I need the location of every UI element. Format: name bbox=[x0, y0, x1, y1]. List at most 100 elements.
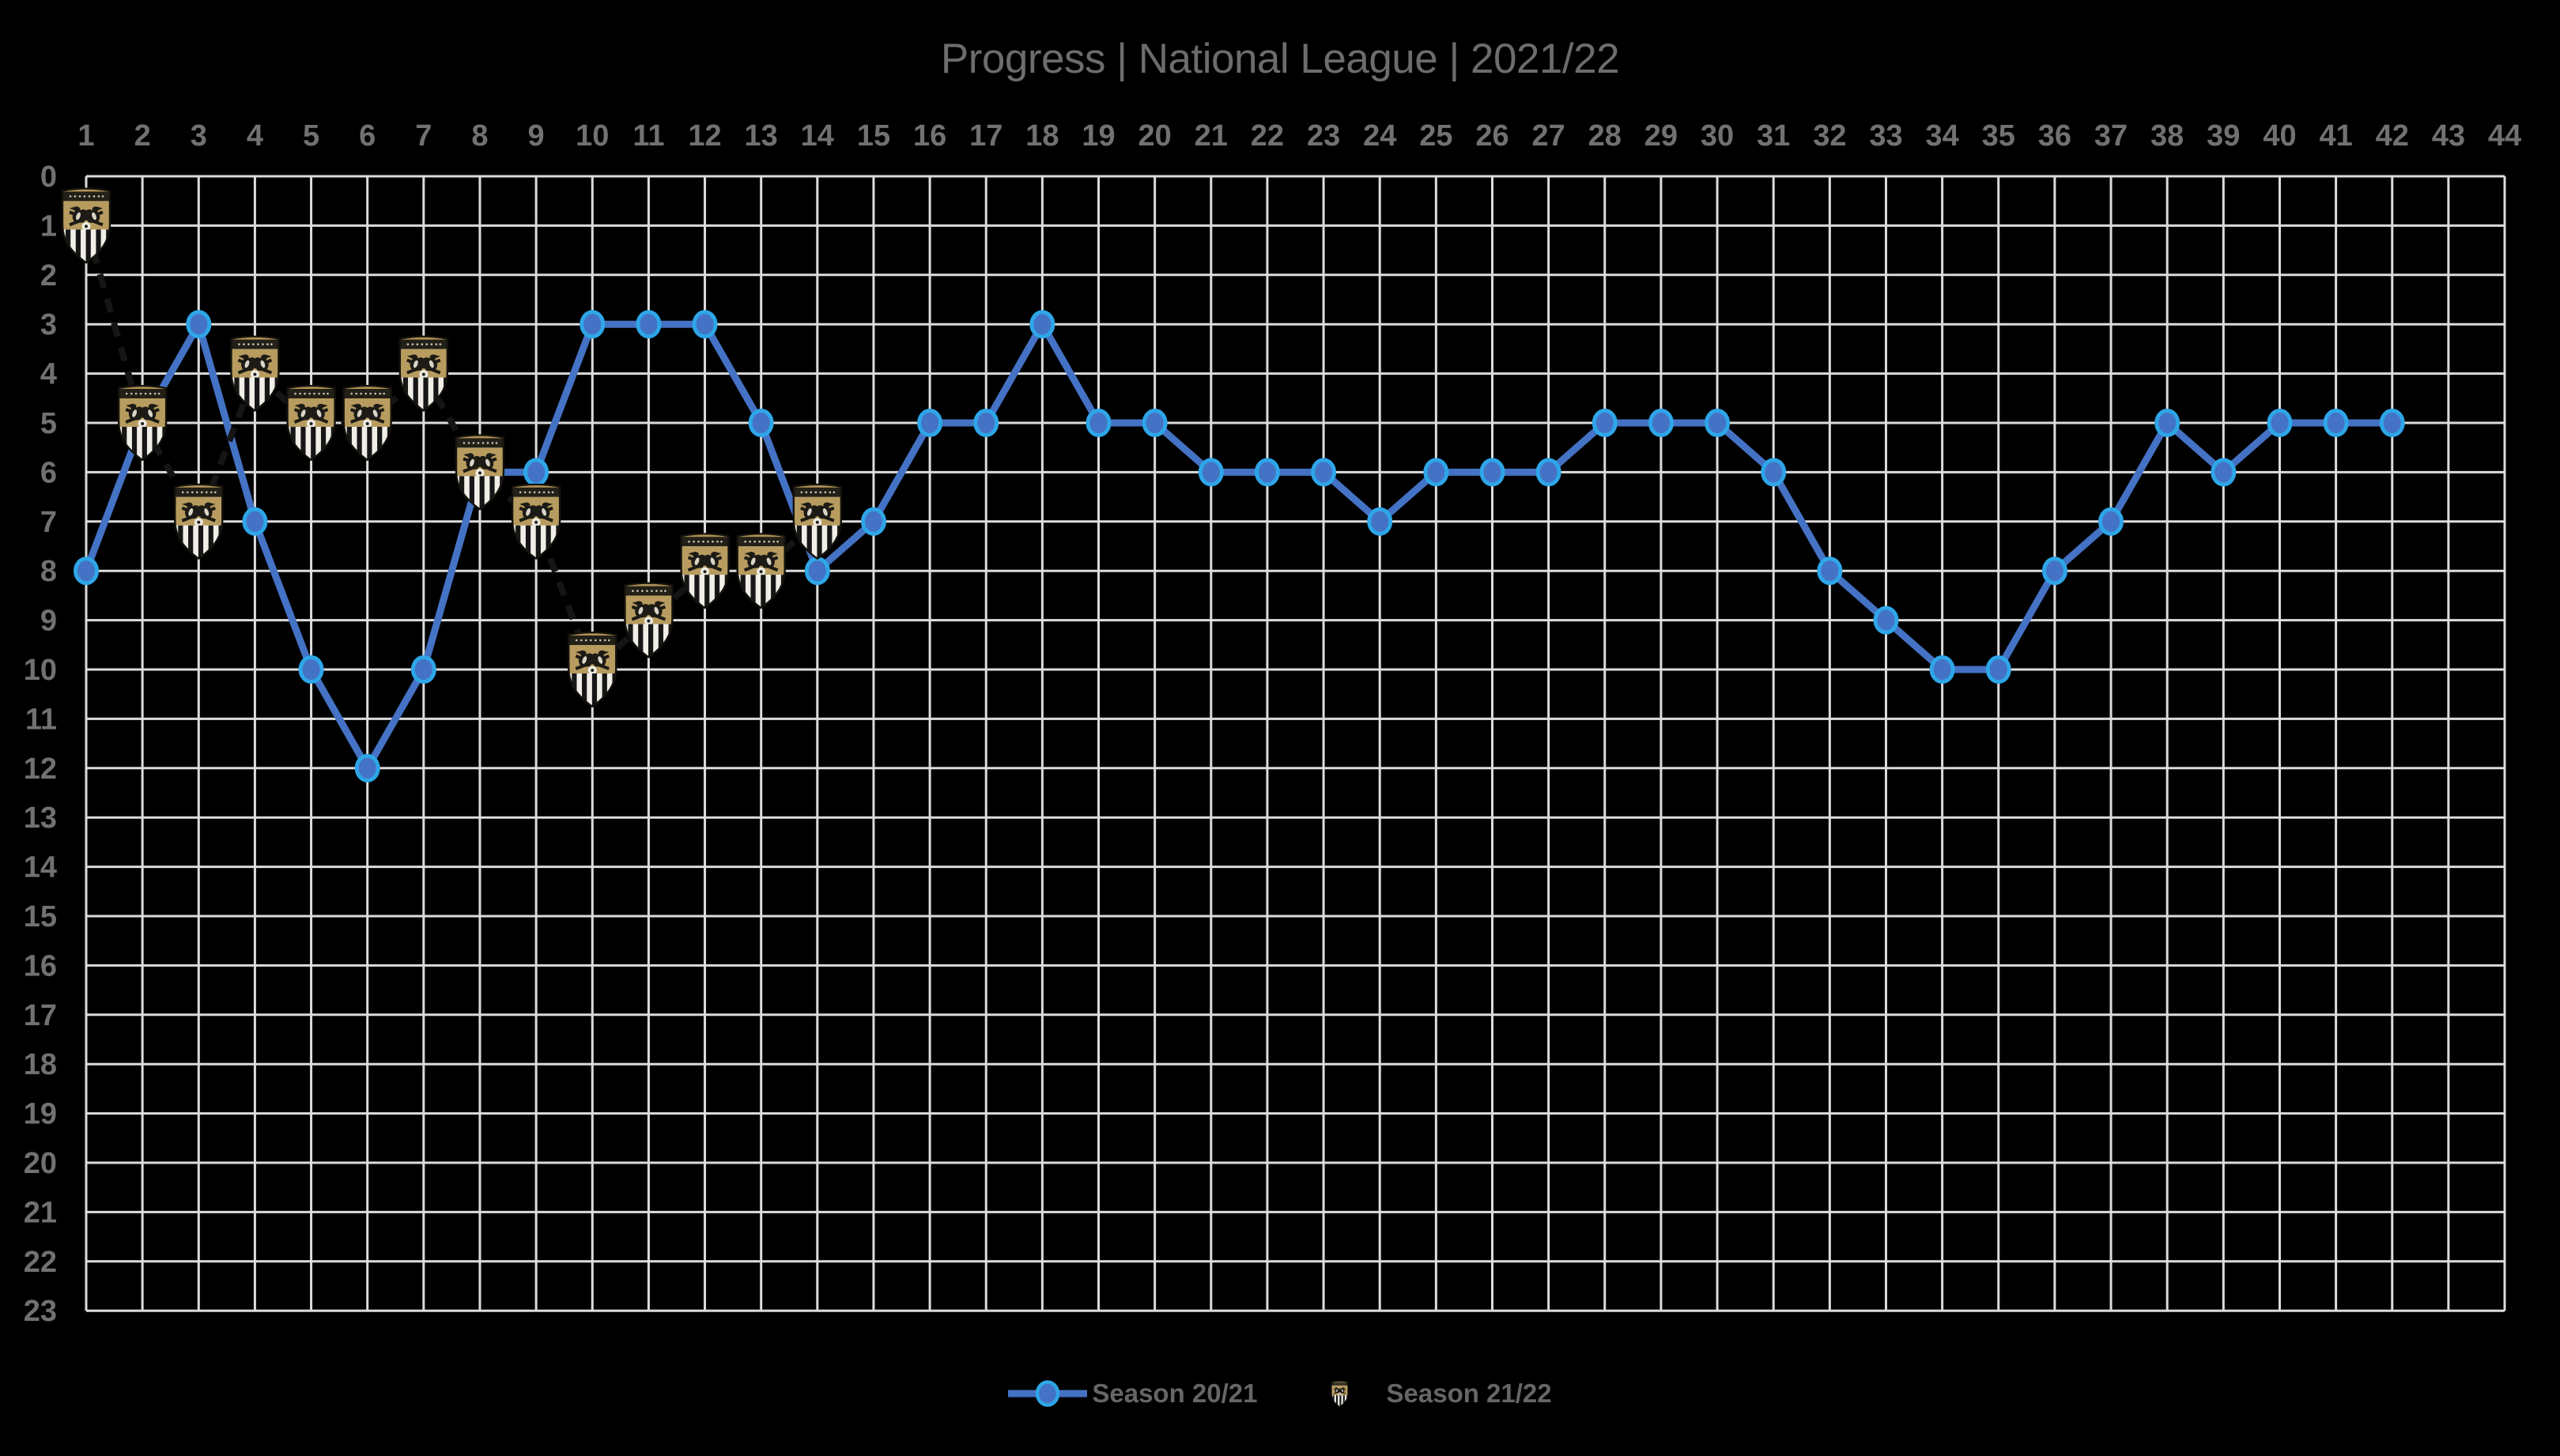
x-tick-label: 12 bbox=[688, 119, 721, 153]
x-tick-label: 44 bbox=[2488, 119, 2521, 153]
data-point-season-20-21 bbox=[410, 655, 436, 684]
y-tick-label: 22 bbox=[24, 1246, 57, 1279]
x-tick-label: 23 bbox=[1307, 119, 1340, 153]
x-tick-label: 27 bbox=[1531, 119, 1565, 153]
x-tick-label: 41 bbox=[2319, 119, 2352, 153]
y-tick-label: 9 bbox=[40, 605, 57, 638]
data-point-season-20-21 bbox=[1198, 458, 1224, 487]
data-point-season-20-21 bbox=[1423, 458, 1449, 487]
x-tick-label: 37 bbox=[2094, 119, 2128, 153]
x-tick-label: 20 bbox=[1138, 119, 1172, 153]
x-tick-label: 11 bbox=[632, 119, 664, 153]
x-tick-label: 18 bbox=[1025, 119, 1059, 153]
y-tick-label: 13 bbox=[24, 802, 57, 835]
series-season-21-22-crest-markers bbox=[60, 187, 844, 707]
data-point-season-20-21 bbox=[186, 310, 212, 339]
data-point-season-20-21 bbox=[242, 507, 268, 536]
legend-label-season-20-21: Season 20/21 bbox=[1092, 1379, 1258, 1408]
data-point-season-20-21 bbox=[1535, 458, 1561, 487]
x-tick-label: 36 bbox=[2038, 119, 2071, 153]
crest-marker-season-21-22 bbox=[228, 336, 281, 412]
crest-marker-season-21-22 bbox=[679, 533, 731, 609]
y-tick-label: 17 bbox=[24, 999, 57, 1032]
data-point-season-20-21 bbox=[2323, 409, 2349, 437]
data-point-season-20-21 bbox=[1086, 409, 1112, 437]
data-point-season-20-21 bbox=[2154, 409, 2181, 437]
data-point-season-20-21 bbox=[1817, 556, 1843, 586]
season-20-21-line bbox=[82, 320, 2396, 772]
x-tick-label: 34 bbox=[1925, 119, 1958, 153]
data-point-season-20-21 bbox=[2267, 409, 2293, 437]
x-tick-label: 7 bbox=[415, 119, 432, 153]
x-tick-label: 32 bbox=[1813, 119, 1846, 153]
data-point-season-20-21 bbox=[298, 655, 324, 684]
x-tick-label: 4 bbox=[247, 119, 263, 153]
data-point-season-20-21 bbox=[1311, 458, 1337, 487]
data-point-season-20-21 bbox=[1479, 458, 1505, 487]
x-tick-label: 19 bbox=[1082, 119, 1115, 153]
y-tick-label: 16 bbox=[24, 949, 57, 983]
x-tick-label: 43 bbox=[2432, 119, 2465, 153]
crest-marker-season-21-22 bbox=[342, 385, 394, 461]
y-tick-label: 23 bbox=[24, 1295, 57, 1328]
data-point-season-20-21 bbox=[2379, 409, 2405, 437]
crest-marker-season-21-22 bbox=[60, 187, 112, 263]
y-tick-label: 21 bbox=[24, 1196, 57, 1229]
x-tick-label: 15 bbox=[857, 119, 890, 153]
x-tick-label: 24 bbox=[1363, 119, 1396, 153]
x-tick-label: 35 bbox=[1982, 119, 2015, 153]
x-tick-label: 6 bbox=[359, 119, 376, 153]
data-point-season-20-21 bbox=[1705, 409, 1731, 437]
crest-marker-season-21-22 bbox=[454, 434, 506, 510]
x-tick-label: 2 bbox=[134, 119, 151, 153]
data-point-season-20-21 bbox=[2041, 556, 2067, 586]
data-point-season-20-21 bbox=[973, 409, 999, 437]
x-tick-label: 14 bbox=[801, 119, 834, 153]
crest-marker-season-21-22 bbox=[622, 583, 674, 658]
series-season-20-21 bbox=[74, 310, 2405, 783]
x-tick-label: 30 bbox=[1701, 119, 1734, 153]
data-point-season-20-21 bbox=[692, 310, 718, 339]
y-tick-label: 1 bbox=[40, 209, 57, 243]
x-tick-label: 42 bbox=[2376, 119, 2409, 153]
x-tick-label: 3 bbox=[191, 119, 207, 153]
crest-marker-season-21-22 bbox=[566, 632, 618, 707]
x-tick-label: 39 bbox=[2207, 119, 2240, 153]
y-tick-label: 2 bbox=[40, 259, 57, 292]
data-point-season-20-21 bbox=[748, 409, 774, 437]
data-point-season-20-21 bbox=[1985, 655, 2011, 684]
x-tick-label: 38 bbox=[2150, 119, 2184, 153]
legend-item-season-20-21: Season 20/21 bbox=[1008, 1379, 1258, 1409]
x-axis-tick-labels: 1 2 3 4 5 6 7 8 9 10 11 12 13 14 15 16 17 18 19 20 21 22 23 24 2… bbox=[77, 119, 2521, 153]
y-tick-label: 14 bbox=[24, 851, 57, 885]
x-tick-label: 9 bbox=[528, 119, 545, 153]
y-tick-label: 8 bbox=[40, 555, 57, 588]
data-point-season-20-21 bbox=[2211, 458, 2237, 487]
gridlines bbox=[85, 175, 2506, 1312]
x-tick-label: 17 bbox=[969, 119, 1002, 153]
data-point-season-20-21 bbox=[1873, 605, 1899, 635]
chart-title: Progress | National League | 2021/22 bbox=[940, 36, 1620, 82]
crest-marker-season-21-22 bbox=[285, 385, 338, 461]
data-point-season-20-21 bbox=[2098, 507, 2124, 536]
data-point-season-20-21 bbox=[74, 556, 99, 586]
x-tick-label: 5 bbox=[303, 119, 319, 153]
data-point-season-20-21 bbox=[1029, 310, 1055, 339]
x-tick-label: 22 bbox=[1251, 119, 1284, 153]
x-tick-label: 40 bbox=[2263, 119, 2296, 153]
data-point-season-20-21 bbox=[1142, 409, 1168, 437]
data-point-season-20-21 bbox=[580, 310, 606, 339]
data-point-season-20-21 bbox=[1929, 655, 1955, 684]
data-point-season-20-21 bbox=[1367, 507, 1393, 536]
data-point-season-20-21 bbox=[804, 556, 830, 586]
data-point-season-20-21 bbox=[1592, 409, 1618, 437]
data-point-season-20-21 bbox=[354, 753, 380, 783]
legend-item-season-21-22: Season 21/22 bbox=[1331, 1379, 1552, 1409]
y-tick-label: 20 bbox=[24, 1147, 57, 1180]
x-tick-label: 13 bbox=[745, 119, 778, 153]
y-tick-label: 0 bbox=[40, 160, 57, 194]
crest-marker-season-21-22 bbox=[735, 533, 787, 609]
